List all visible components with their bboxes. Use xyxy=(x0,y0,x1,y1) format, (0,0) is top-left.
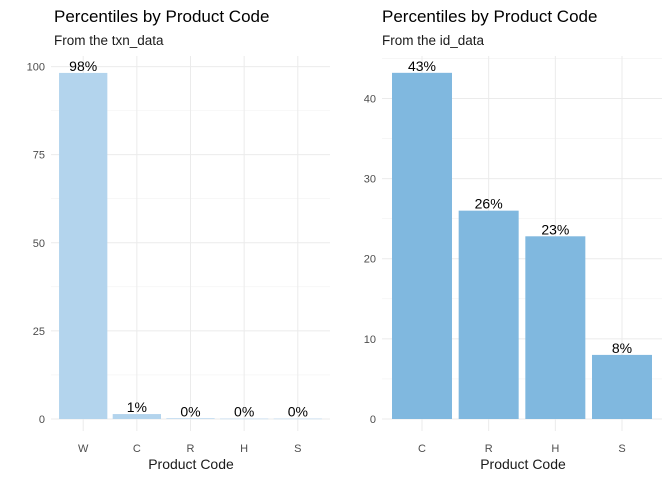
bar xyxy=(59,72,108,419)
chart-subtitle: From the id_data xyxy=(382,33,485,48)
x-tick-label: W xyxy=(78,443,89,455)
x-tick-label: R xyxy=(187,443,195,455)
y-tick-label: 10 xyxy=(364,334,376,346)
x-tick-label: C xyxy=(133,443,141,455)
x-tick-label: S xyxy=(618,443,625,455)
y-tick-label: 50 xyxy=(33,238,45,250)
data-label: 98% xyxy=(69,58,97,74)
y-tick-label: 30 xyxy=(364,174,376,186)
bar xyxy=(458,210,519,419)
x-tick-label: S xyxy=(294,443,301,455)
bar xyxy=(273,418,322,420)
data-label: 1% xyxy=(127,399,147,415)
x-tick-label: H xyxy=(240,443,248,455)
x-tick-label: H xyxy=(551,443,559,455)
bars xyxy=(59,72,322,420)
bar xyxy=(112,414,161,419)
x-tick-label: R xyxy=(485,443,493,455)
data-label: 0% xyxy=(234,404,254,420)
y-tick-label: 40 xyxy=(364,93,376,105)
data-label: 26% xyxy=(475,196,503,212)
bar xyxy=(166,418,215,419)
data-label: 43% xyxy=(408,58,436,74)
y-tick-label: 0 xyxy=(39,414,45,426)
chart-panel-id: Percentiles by Product Code From the id_… xyxy=(364,7,662,472)
chart-title: Percentiles by Product Code xyxy=(382,7,597,26)
data-label: 0% xyxy=(180,403,200,419)
bar xyxy=(220,418,269,420)
y-axis-ticks: 0 10 20 30 40 xyxy=(364,93,376,426)
x-tick-label: C xyxy=(418,443,426,455)
data-labels: 98% 1% 0% 0% 0% xyxy=(69,58,308,420)
bars xyxy=(392,72,652,419)
x-axis-title: Product Code xyxy=(480,456,566,472)
data-label: 0% xyxy=(288,404,308,420)
y-tick-label: 0 xyxy=(370,414,376,426)
y-axis-ticks: 0 25 50 75 100 xyxy=(27,62,45,426)
bar xyxy=(392,72,452,419)
y-tick-label: 20 xyxy=(364,254,376,266)
y-tick-label: 75 xyxy=(33,150,45,162)
bar xyxy=(525,236,586,419)
y-tick-label: 25 xyxy=(33,326,45,338)
x-axis-title: Product Code xyxy=(148,456,234,472)
y-tick-label: 100 xyxy=(27,62,45,74)
data-labels: 43% 26% 23% 8% xyxy=(408,58,632,356)
bar xyxy=(592,354,652,419)
chart-panel-txn: Percentiles by Product Code From the txn… xyxy=(27,7,330,472)
chart-title: Percentiles by Product Code xyxy=(54,7,269,26)
data-label: 8% xyxy=(612,340,632,356)
data-label: 23% xyxy=(541,221,569,237)
chart-subtitle: From the txn_data xyxy=(54,33,164,48)
